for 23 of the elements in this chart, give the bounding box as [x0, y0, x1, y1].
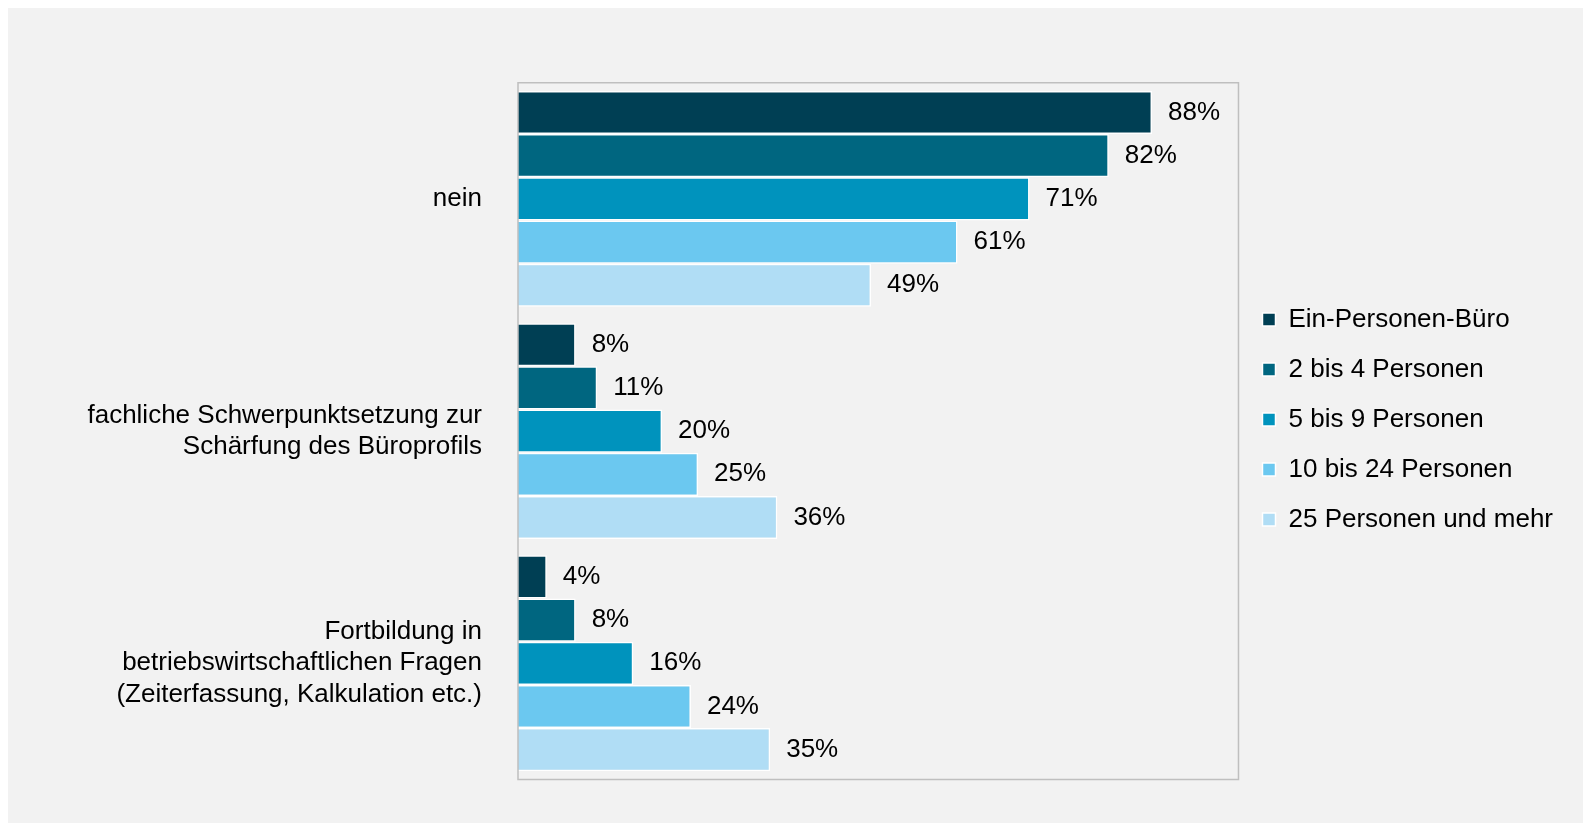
legend-label: Ein-Personen-Büro — [1288, 302, 1510, 333]
data-label: 8% — [591, 327, 630, 358]
data-label: 16% — [649, 646, 702, 677]
data-label: 11% — [613, 371, 664, 402]
data-label: 35% — [786, 732, 839, 763]
legend-label: 5 bis 9 Personen — [1288, 402, 1484, 433]
data-label: 36% — [793, 500, 846, 531]
y-tick-label: fachliche Schwerpunktsetzung zur Schärfung des Büroprofils — [87, 398, 483, 460]
data-label: 4% — [562, 560, 601, 591]
data-label: 71% — [1045, 182, 1098, 213]
data-label: 49% — [887, 268, 940, 299]
data-label: 25% — [714, 457, 767, 488]
data-label: 24% — [706, 689, 759, 720]
data-label: 8% — [591, 603, 630, 634]
legend-label: 2 bis 4 Personen — [1288, 352, 1484, 383]
data-label: 88% — [1168, 95, 1221, 126]
legend-label: 10 bis 24 Personen — [1288, 452, 1513, 483]
legend-label: 25 Personen und mehr — [1288, 502, 1554, 533]
data-label: 82% — [1124, 138, 1177, 169]
y-tick-label: Fortbildung in betriebswirtschaftlichen Fragen (Zeiterfassung, Kalkulation etc.) — [116, 615, 482, 708]
data-label: 20% — [678, 414, 731, 445]
data-label: 61% — [973, 225, 1026, 256]
y-tick-label: nein — [432, 182, 482, 213]
